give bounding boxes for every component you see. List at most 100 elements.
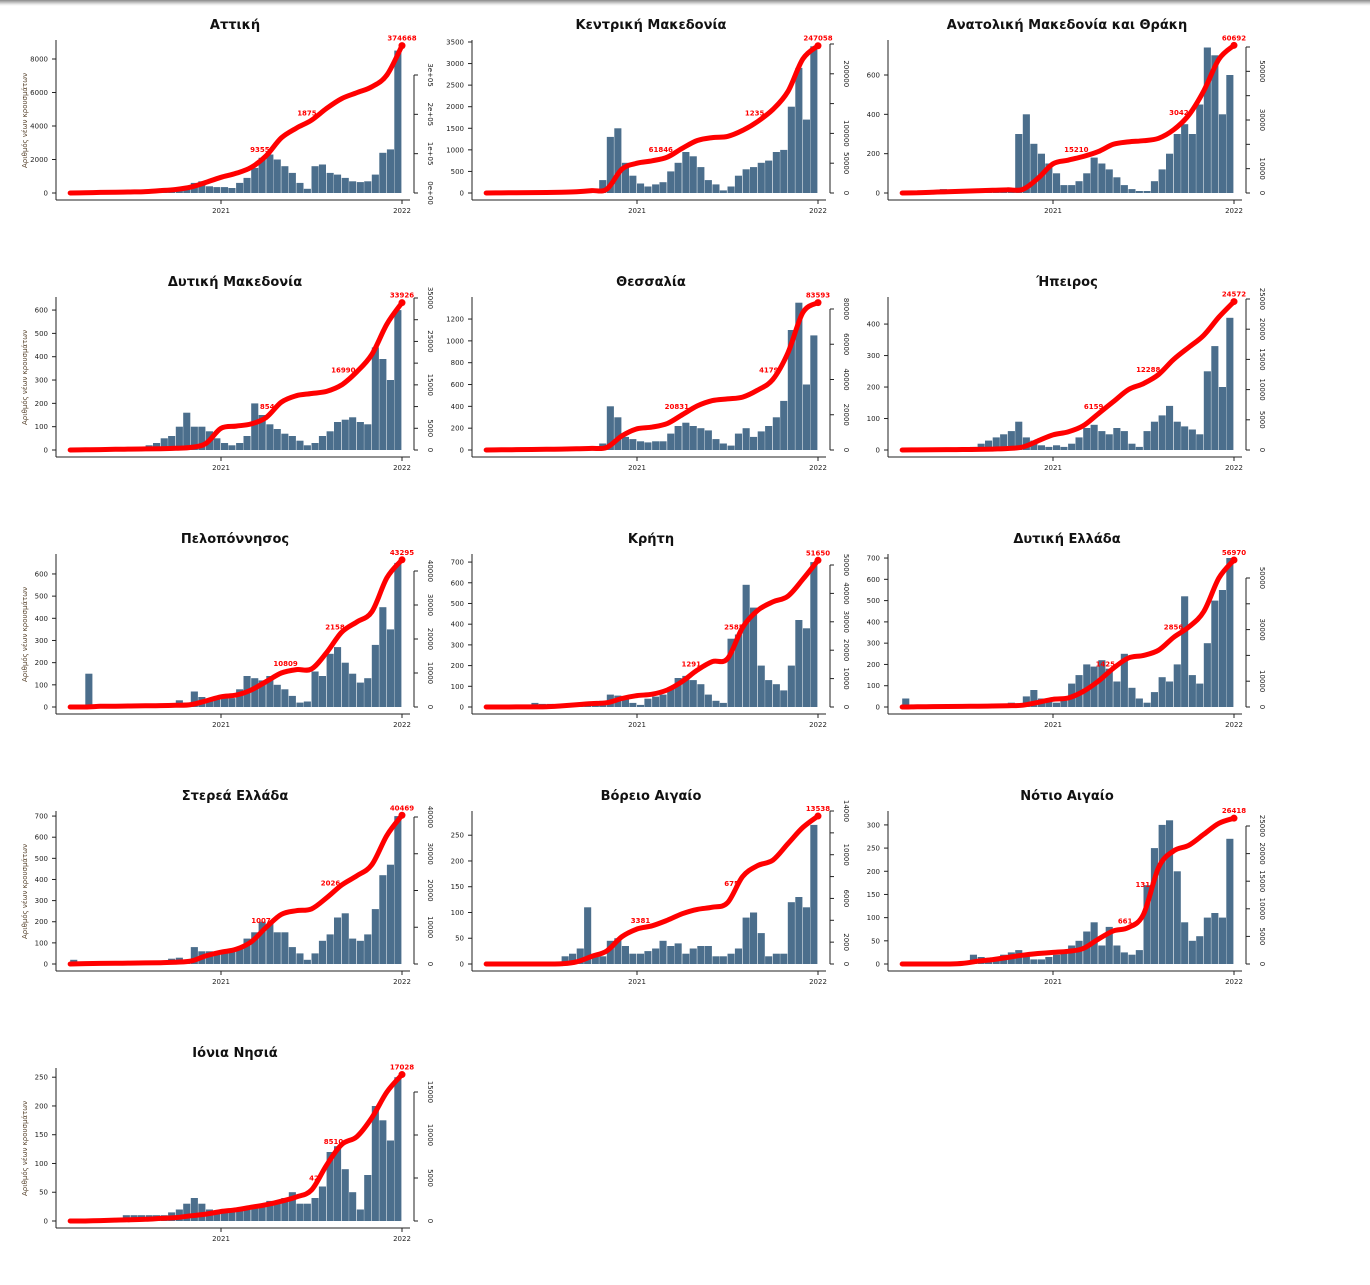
bar xyxy=(1196,936,1203,964)
bar xyxy=(228,188,235,193)
left-axis-tick-label: 0 xyxy=(44,961,48,969)
bar xyxy=(1128,955,1135,964)
chart-title: Βόρειο Αιγαίο xyxy=(601,789,702,804)
bar xyxy=(629,703,636,707)
x-axis-tick-label: 2022 xyxy=(809,978,827,986)
x-axis-tick-label: 2021 xyxy=(212,978,230,986)
bar xyxy=(1204,918,1211,964)
half-label: 8510 xyxy=(324,1138,344,1146)
left-axis-tick-label: 700 xyxy=(451,559,464,567)
right-axis-tick-label: 5000 xyxy=(426,1169,434,1187)
total-label: 13538 xyxy=(806,805,830,813)
bar xyxy=(780,150,787,193)
bar xyxy=(765,956,772,964)
bar xyxy=(1211,601,1218,707)
left-axis-tick-label: 500 xyxy=(35,330,48,338)
bar xyxy=(773,152,780,193)
bar xyxy=(758,163,765,193)
bar xyxy=(1144,191,1151,193)
y-axis-label: Αριθμός νέων κρουσμάτων xyxy=(21,844,29,939)
left-axis-tick-label: 1500 xyxy=(446,125,464,133)
bar xyxy=(1128,189,1135,193)
bar xyxy=(795,897,802,964)
bar xyxy=(1128,688,1135,707)
left-axis-tick-label: 300 xyxy=(867,640,880,648)
bar xyxy=(274,1204,281,1221)
left-axis-tick-label: 150 xyxy=(451,883,464,891)
bar xyxy=(644,699,651,707)
bar xyxy=(1151,181,1158,193)
bar xyxy=(773,417,780,450)
bar xyxy=(629,954,636,964)
bar xyxy=(810,335,817,450)
x-axis-tick-label: 2022 xyxy=(809,464,827,472)
bar xyxy=(1174,871,1181,964)
bar xyxy=(652,949,659,965)
left-axis-tick-label: 2000 xyxy=(446,103,464,111)
bar xyxy=(394,816,401,964)
bar xyxy=(312,672,319,708)
bar xyxy=(750,608,757,707)
left-axis-tick-label: 200 xyxy=(35,1102,48,1110)
bar xyxy=(327,934,334,964)
bar xyxy=(712,184,719,193)
bar xyxy=(364,424,371,450)
region-chart: Κεντρική Μακεδονία0500100015002000250030… xyxy=(416,0,836,257)
y-axis-label: Αριθμός νέων κρουσμάτων xyxy=(21,73,29,168)
right-axis-tick-label: 0 xyxy=(1258,191,1266,195)
left-axis-tick-label: 4000 xyxy=(30,122,48,130)
half-label: 16990 xyxy=(331,366,355,374)
total-label: 26418 xyxy=(1222,807,1246,815)
bar xyxy=(773,684,780,707)
bar xyxy=(788,902,795,964)
left-axis-tick-label: 500 xyxy=(451,600,464,608)
bar xyxy=(652,184,659,193)
quarter-label: 3381 xyxy=(631,917,651,925)
quarter-label: 20831 xyxy=(665,403,689,411)
bar xyxy=(1060,701,1067,707)
bar xyxy=(1136,950,1143,964)
half-label: 3042 xyxy=(1169,109,1189,117)
x-axis-tick-label: 2021 xyxy=(212,464,230,472)
chart-title: Πελοπόννησος xyxy=(181,532,289,547)
left-axis-tick-label: 200 xyxy=(451,425,464,433)
bar xyxy=(394,310,401,450)
left-axis-tick-label: 100 xyxy=(35,939,48,947)
bar xyxy=(327,431,334,450)
bar xyxy=(1136,191,1143,193)
bar xyxy=(1045,447,1052,450)
bar xyxy=(304,960,311,964)
bar xyxy=(1211,346,1218,450)
left-axis-tick-label: 400 xyxy=(35,876,48,884)
right-axis-tick-label: 15000 xyxy=(426,1081,434,1103)
bar xyxy=(803,907,810,964)
bar xyxy=(1053,173,1060,193)
bar xyxy=(1181,596,1188,707)
bar xyxy=(327,173,334,193)
right-axis-tick-label: 10000 xyxy=(1258,670,1266,692)
bar xyxy=(1113,682,1120,708)
bar xyxy=(387,629,394,707)
left-axis-tick-label: 150 xyxy=(867,891,880,899)
bars-group xyxy=(108,1077,402,1221)
half-label: 1875 xyxy=(297,109,317,117)
bar xyxy=(690,680,697,707)
half-label: 4179 xyxy=(759,366,779,374)
x-axis-tick-label: 2021 xyxy=(1044,464,1062,472)
half-label: 2856 xyxy=(1164,624,1184,632)
left-axis-tick-label: 100 xyxy=(451,683,464,691)
x-axis-tick-label: 2021 xyxy=(628,978,646,986)
right-axis-tick-label: 50000 xyxy=(1258,60,1266,82)
bar xyxy=(379,153,386,193)
left-axis-tick-label: 250 xyxy=(35,1074,48,1082)
left-axis-tick-label: 0 xyxy=(44,1218,48,1226)
bar xyxy=(1151,692,1158,707)
bar xyxy=(357,1210,364,1222)
bar xyxy=(1166,820,1173,964)
bar xyxy=(1060,447,1067,450)
left-axis-tick-label: 0 xyxy=(460,447,464,455)
